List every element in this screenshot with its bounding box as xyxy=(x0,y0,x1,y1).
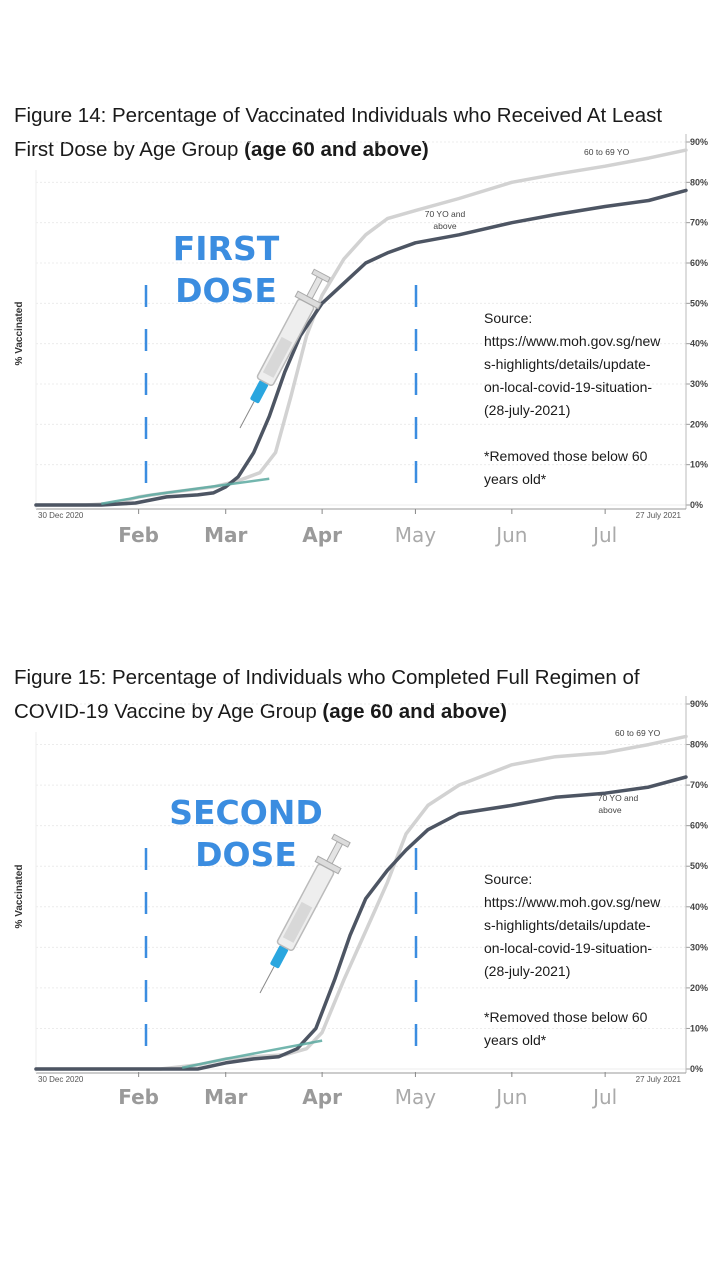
month-label: Jul xyxy=(591,523,617,547)
y-axis-label: % Vaccinated xyxy=(14,302,25,366)
y-tick-label: 0% xyxy=(690,500,703,510)
month-label: Apr xyxy=(302,1085,342,1109)
y-tick-label: 50% xyxy=(690,298,708,308)
y-tick-label: 10% xyxy=(690,1023,708,1033)
y-axis-label: % Vaccinated xyxy=(14,865,25,929)
month-label: Mar xyxy=(204,523,247,547)
month-label: Feb xyxy=(118,523,159,547)
month-label: Jul xyxy=(591,1085,617,1109)
y-tick-label: 70% xyxy=(690,780,708,790)
source-note: Source: https://www.moh.gov.sg/new s-hig… xyxy=(484,871,661,1048)
y-tick-label: 30% xyxy=(690,379,708,389)
x-end-label: 27 July 2021 xyxy=(636,511,682,520)
month-label: May xyxy=(395,523,437,547)
month-label: Apr xyxy=(302,523,342,547)
y-tick-label: 30% xyxy=(690,942,708,952)
y-tick-label: 70% xyxy=(690,218,708,228)
y-tick-label: 40% xyxy=(690,339,708,349)
dose-label-line2: DOSE xyxy=(175,271,277,310)
series-line-70-plus xyxy=(34,188,688,507)
series-label: 60 to 69 YO xyxy=(615,728,661,738)
figure-title-line2: First Dose by Age Group (age 60 and abov… xyxy=(14,133,429,167)
month-label: Jun xyxy=(494,1085,527,1109)
series-line-70-plus xyxy=(34,775,688,1071)
month-label: Mar xyxy=(204,1085,247,1109)
series-label: above xyxy=(433,221,456,231)
y-tick-label: 60% xyxy=(690,821,708,831)
y-tick-label: 90% xyxy=(690,699,708,709)
y-tick-label: 20% xyxy=(690,419,708,429)
series-line-overlay xyxy=(101,477,270,506)
figure-title-bold: (age 60 and above) xyxy=(322,700,507,723)
y-tick-label: 50% xyxy=(690,861,708,871)
series-label: 70 YO and xyxy=(598,793,639,803)
figure-title-line1: Figure 15: Percentage of Individuals who… xyxy=(14,666,640,689)
dose-label: FIRST DOSE xyxy=(166,228,286,312)
dose-label-line1: SECOND xyxy=(169,793,323,832)
source-note: Source: https://www.moh.gov.sg/new s-hig… xyxy=(484,310,661,487)
figure-title-line2: COVID-19 Vaccine by Age Group (age 60 an… xyxy=(14,695,507,729)
figure-title-line1: Figure 14: Percentage of Vaccinated Indi… xyxy=(14,104,663,127)
series-line-overlay xyxy=(181,1039,323,1070)
y-tick-label: 80% xyxy=(690,177,708,187)
series-label: 60 to 69 YO xyxy=(584,147,630,157)
x-start-label: 30 Dec 2020 xyxy=(38,511,84,520)
series-label: above xyxy=(598,805,621,815)
month-label: May xyxy=(395,1085,437,1109)
figure-title-text: First Dose by Age Group xyxy=(14,138,245,161)
syringe-icon xyxy=(239,268,331,429)
y-tick-label: 20% xyxy=(690,983,708,993)
dose-label-line1: FIRST xyxy=(172,229,280,268)
figure-title-text: COVID-19 Vaccine by Age Group xyxy=(14,700,323,723)
series-label: 70 YO and xyxy=(425,209,466,219)
syringe-icon xyxy=(259,833,351,994)
figure-title-bold: (age 60 and above) xyxy=(244,138,429,161)
y-tick-label: 90% xyxy=(690,137,708,147)
y-tick-label: 60% xyxy=(690,258,708,268)
month-label: Feb xyxy=(118,1085,159,1109)
y-tick-label: 40% xyxy=(690,902,708,912)
month-label: Jun xyxy=(494,523,527,547)
y-tick-label: 10% xyxy=(690,460,708,470)
y-tick-label: 80% xyxy=(690,740,708,750)
dose-label: SECOND DOSE xyxy=(166,792,326,876)
x-start-label: 30 Dec 2020 xyxy=(38,1075,84,1084)
dose-label-line2: DOSE xyxy=(195,835,297,874)
x-end-label: 27 July 2021 xyxy=(636,1075,682,1084)
chart-first-dose: 0% 10% 20% 30% 40% 50% 60% 70% 80% 90% % Vaccinate… xyxy=(14,134,708,547)
y-tick-label: 0% xyxy=(690,1064,703,1074)
